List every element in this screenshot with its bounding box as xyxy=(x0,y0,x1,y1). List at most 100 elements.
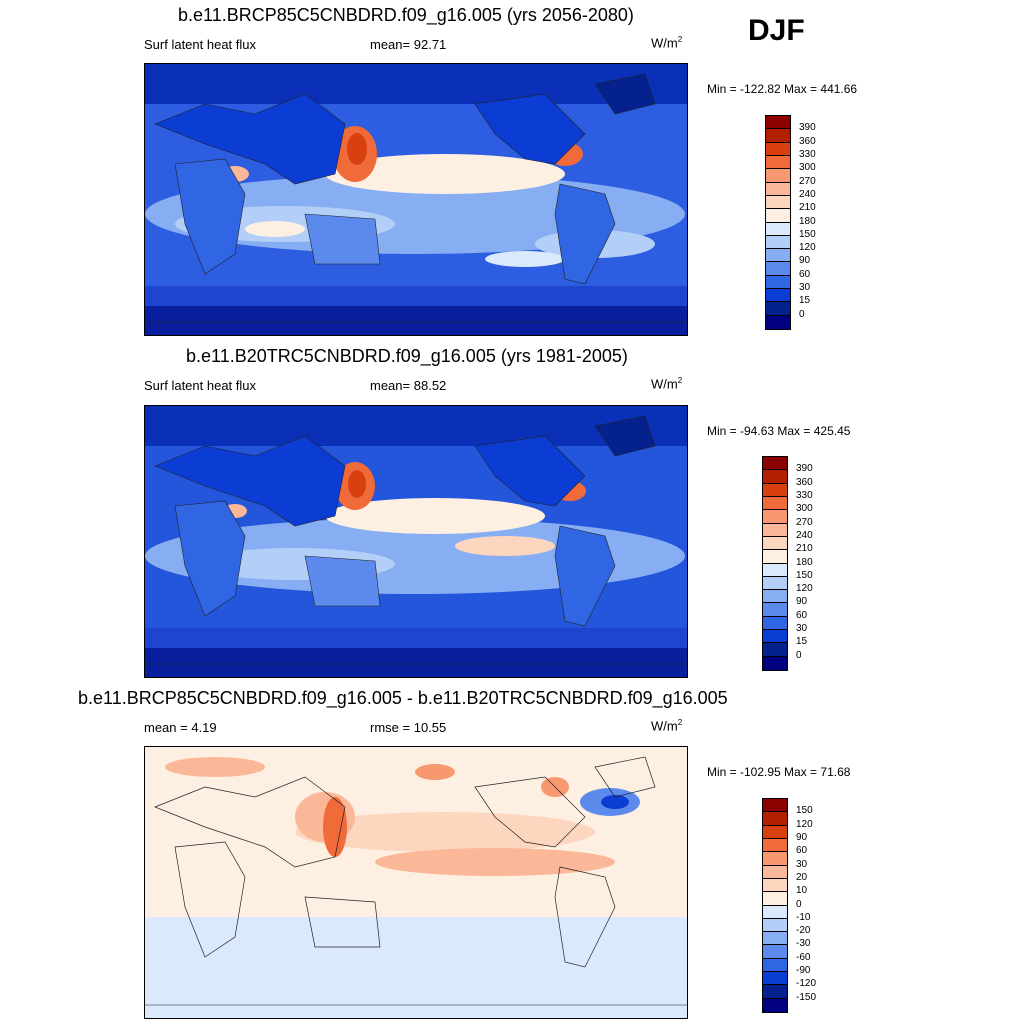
panel3-colorbar-swatch xyxy=(763,932,787,946)
panel3-colorbar-swatch xyxy=(763,812,787,826)
panel2-colorbar-swatch xyxy=(763,630,787,644)
panel3-colorbar-tick-label: 90 xyxy=(796,831,808,843)
panel2-colorbar-tick-label: 30 xyxy=(796,623,808,635)
panel1-units: W/m2 xyxy=(651,35,683,51)
panel2-colorbar-tick-label: 240 xyxy=(796,529,813,541)
panel3-colorbar-swatch xyxy=(763,865,787,879)
panel1-colorbar-swatch xyxy=(766,182,790,196)
panel1-mean-value: 92.71 xyxy=(413,37,447,52)
panel2-colorbar-tick-label: 210 xyxy=(796,543,813,555)
panel2-title: b.e11.B20TRC5CNBDRD.f09_g16.005 (yrs 198… xyxy=(186,346,628,366)
panel2-colorbar-swatch xyxy=(763,523,787,537)
panel2-colorbar-swatch xyxy=(763,616,787,631)
panel1-title: b.e11.BRCP85C5CNBDRD.f09_g16.005 (yrs 20… xyxy=(178,5,634,25)
panel2-colorbar-swatch xyxy=(763,510,787,524)
panel3-colorbar-swatch xyxy=(763,799,787,813)
panel1-colorbar-tick-label: 390 xyxy=(799,122,816,134)
panel2-colorbar-tick-label: 90 xyxy=(796,596,808,608)
panel2-colorbar-swatch xyxy=(763,656,787,670)
panel3-colorbar-swatch xyxy=(763,838,787,853)
panel3-colorbar-swatch xyxy=(763,825,787,839)
panel3-colorbar-swatch xyxy=(763,945,787,959)
panel3-colorbar-tick-label: 60 xyxy=(796,845,808,857)
panel3-rmse: rmse = 10.55 xyxy=(370,720,446,735)
panel3-minmax: Min = -102.95 Max = 71.68 xyxy=(707,765,851,779)
season-label: DJF xyxy=(748,14,805,47)
panel2-colorbar-tick-label: 60 xyxy=(796,609,808,621)
panel1-mean: mean= 92.71 xyxy=(370,37,446,52)
panel1-colorbar-tick-label: 90 xyxy=(799,255,811,267)
panel3-colorbar-swatch xyxy=(763,892,787,906)
panel1-colorbar-tick-label: 0 xyxy=(799,308,805,320)
panel1-colorbar xyxy=(765,115,791,330)
panel1-colorbar-tick-label: 180 xyxy=(799,215,816,227)
panel3-colorbar-swatch xyxy=(763,878,787,893)
panel3-colorbar-tick-label: 20 xyxy=(796,871,808,883)
panel2-mean-value: 88.52 xyxy=(413,378,447,393)
panel3-title: b.e11.BRCP85C5CNBDRD.f09_g16.005 - b.e11… xyxy=(78,688,728,708)
panel2-colorbar-tick-label: 15 xyxy=(796,636,808,648)
panel1-colorbar-swatch xyxy=(766,116,790,130)
panel1-colorbar-tick-label: 60 xyxy=(799,268,811,280)
panel2-variable: Surf latent heat flux xyxy=(144,378,257,393)
panel1-colorbar-swatch xyxy=(766,155,790,170)
panel1-colorbar-tick-label: 300 xyxy=(799,162,816,174)
panel1-colorbar-tick-label: 30 xyxy=(799,282,811,294)
panel1-colorbar-swatch xyxy=(766,209,790,223)
panel2-minmax: Min = -94.63 Max = 425.45 xyxy=(707,424,851,438)
panel1-colorbar-tick-label: 120 xyxy=(799,242,816,254)
panel3-colorbar-swatch xyxy=(763,972,787,986)
panel3-colorbar-tick-label: -150 xyxy=(796,991,817,1003)
panel2-colorbar-swatch xyxy=(763,590,787,604)
panel1-colorbar-swatch xyxy=(766,289,790,303)
panel2-colorbar-swatch xyxy=(763,603,787,617)
panel3-colorbar-swatch xyxy=(763,958,787,973)
panel1-colorbar-swatch xyxy=(766,275,790,290)
panel2-colorbar-swatch xyxy=(763,563,787,577)
panel1-colorbar-swatch xyxy=(766,169,790,183)
panel1-colorbar-tick-label: 330 xyxy=(799,148,816,160)
panel2-mean: mean= 88.52 xyxy=(370,378,446,393)
panel2-colorbar-swatch xyxy=(763,470,787,484)
panel1-colorbar-swatch xyxy=(766,222,790,236)
panel3-rmse-value: 10.55 xyxy=(413,720,447,735)
panel2-colorbar-tick-label: 300 xyxy=(796,503,813,515)
panel3-colorbar-swatch xyxy=(763,998,787,1012)
panel2-colorbar-swatch xyxy=(763,643,787,657)
panel1-colorbar-swatch xyxy=(766,195,790,210)
panel1-colorbar-swatch xyxy=(766,315,790,329)
panel1-colorbar-tick-label: 240 xyxy=(799,188,816,200)
panel2-colorbar-swatch xyxy=(763,536,787,551)
panel3-colorbar-swatch xyxy=(763,905,787,919)
panel1-colorbar-swatch xyxy=(766,235,790,250)
panel3-colorbar-tick-label: 150 xyxy=(796,805,813,817)
panel2-colorbar-swatch xyxy=(763,457,787,471)
panel2-colorbar-tick-label: 330 xyxy=(796,489,813,501)
panel3-map xyxy=(144,746,688,1019)
panel3-colorbar-tick-label: -10 xyxy=(796,911,811,923)
panel2-colorbar-tick-label: 270 xyxy=(796,516,813,528)
panel3-colorbar-swatch xyxy=(763,918,787,933)
panel3-colorbar-tick-label: 10 xyxy=(796,885,808,897)
panel2-colorbar-swatch xyxy=(763,550,787,564)
panel3-colorbar-swatch xyxy=(763,985,787,999)
panel2-colorbar-tick-label: 150 xyxy=(796,569,813,581)
panel1-colorbar-tick-label: 360 xyxy=(799,135,816,147)
panel1-colorbar-tick-label: 150 xyxy=(799,228,816,240)
panel1-map-graphic xyxy=(145,64,687,335)
panel1-map xyxy=(144,63,688,336)
panel3-colorbar-tick-label: -20 xyxy=(796,925,811,937)
panel1-colorbar-tick-label: 15 xyxy=(799,295,811,307)
panel3-colorbar-tick-label: -60 xyxy=(796,951,811,963)
panel3-map-graphic xyxy=(145,747,687,1018)
panel1-variable: Surf latent heat flux xyxy=(144,37,257,52)
panel3-colorbar-tick-label: -30 xyxy=(796,938,811,950)
panel3-colorbar-tick-label: -120 xyxy=(796,978,817,990)
panel3-mean: mean = 4.19 xyxy=(144,720,217,735)
panel2-map-graphic xyxy=(145,406,687,677)
panel1-colorbar-swatch xyxy=(766,262,790,276)
panel2-colorbar xyxy=(762,456,788,671)
panel2-colorbar-tick-label: 0 xyxy=(796,649,802,661)
panel3-units: W/m2 xyxy=(651,718,683,734)
panel2-colorbar-tick-label: 120 xyxy=(796,583,813,595)
